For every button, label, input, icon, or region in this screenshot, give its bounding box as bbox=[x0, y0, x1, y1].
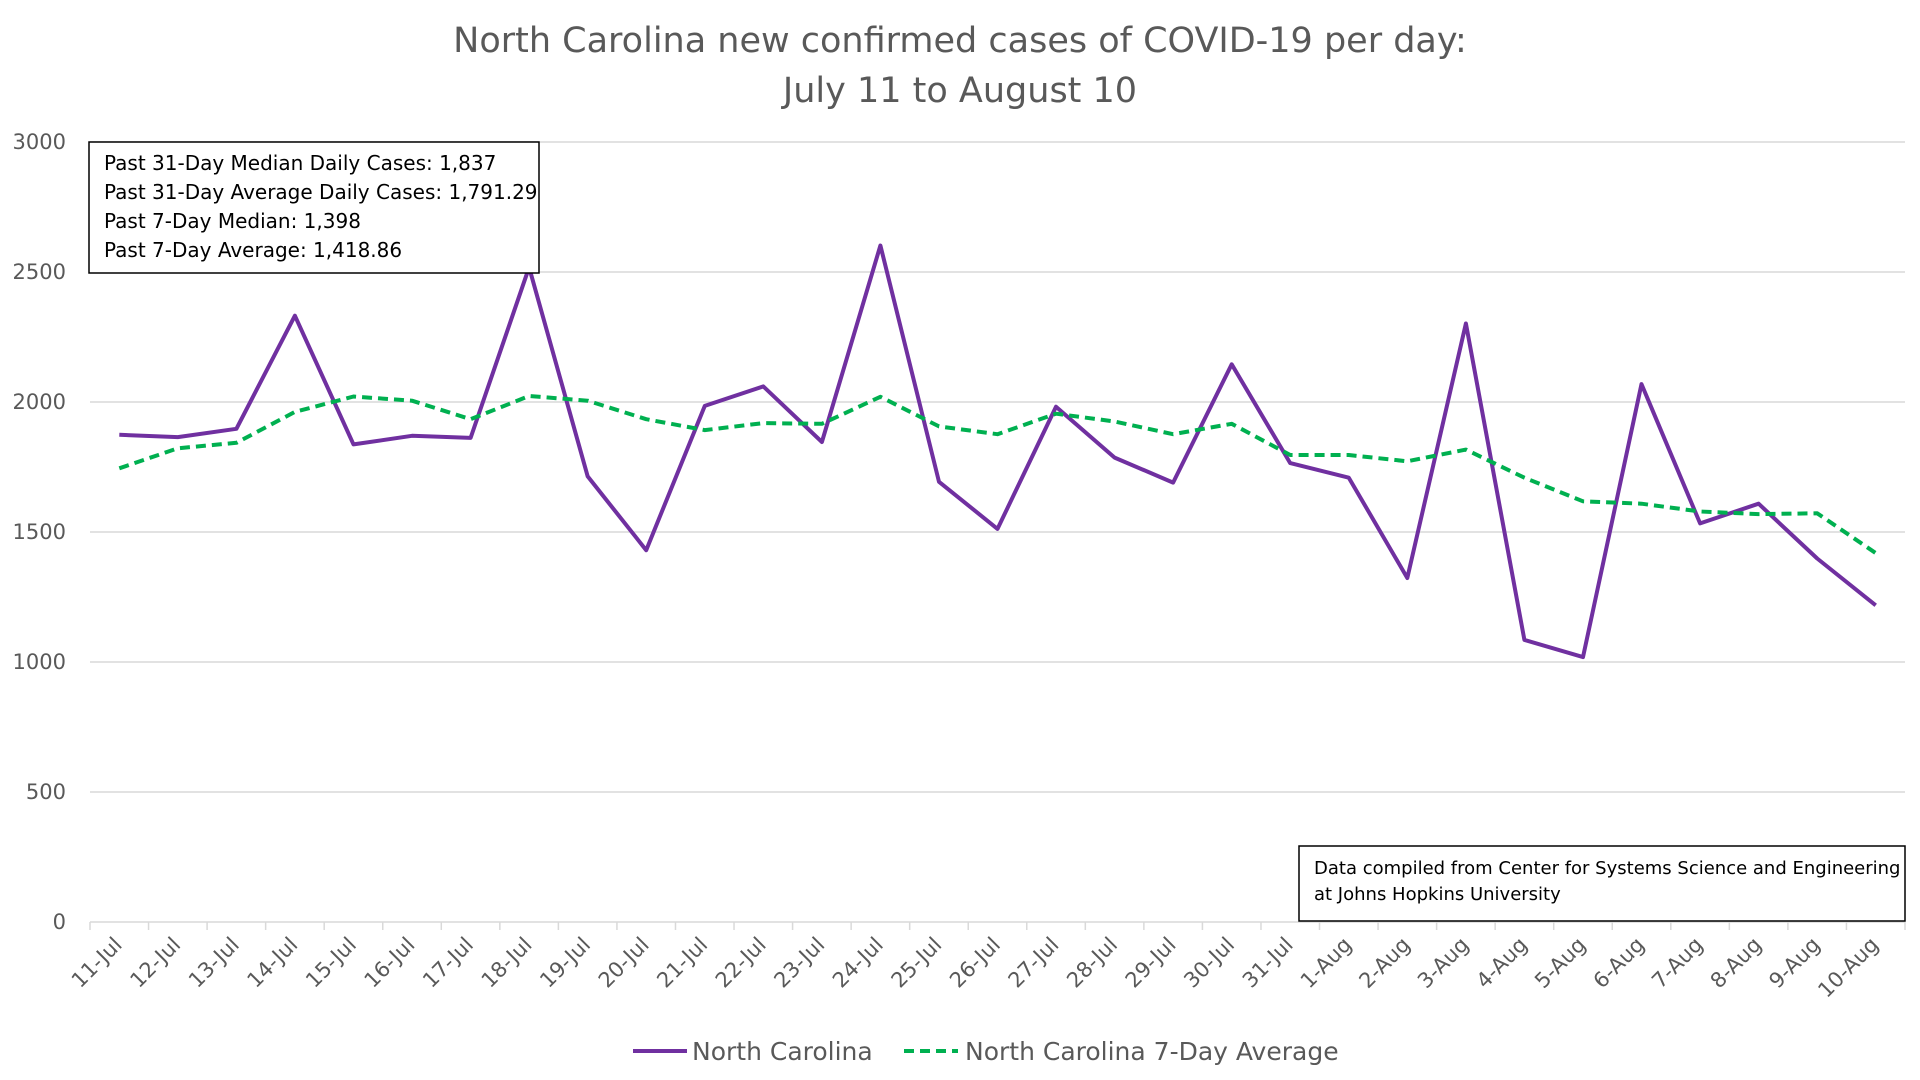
x-tick-label: 29-Jul bbox=[1121, 933, 1181, 993]
source-annotation-box: Data compiled from Center for Systems Sc… bbox=[1298, 845, 1906, 922]
y-tick-label: 1000 bbox=[13, 650, 66, 674]
x-tick-label: 5-Aug bbox=[1530, 933, 1590, 993]
y-tick-label: 0 bbox=[53, 910, 66, 934]
legend: North Carolina North Carolina 7-Day Aver… bbox=[633, 1037, 1339, 1066]
x-tick-label: 16-Jul bbox=[360, 933, 420, 993]
x-tick-label: 28-Jul bbox=[1062, 933, 1122, 993]
x-tick-label: 22-Jul bbox=[711, 933, 771, 993]
y-tick-label: 2000 bbox=[13, 390, 66, 414]
x-tick-label: 13-Jul bbox=[184, 933, 244, 993]
source-box-line-2: at Johns Hopkins University bbox=[1314, 884, 1561, 905]
legend-label-7-day-average: North Carolina 7-Day Average bbox=[965, 1037, 1339, 1066]
stats-box-line-3: Past 7-Day Median: 1,398 bbox=[104, 209, 361, 233]
x-axis-tick-labels: 11-Jul12-Jul13-Jul14-Jul15-Jul16-Jul17-J… bbox=[67, 922, 1906, 1003]
x-tick-label: 8-Aug bbox=[1706, 933, 1766, 993]
x-tick-label: 25-Jul bbox=[887, 933, 947, 993]
series-line-7-day-average bbox=[118, 394, 1877, 555]
x-tick-label: 15-Jul bbox=[301, 933, 361, 993]
y-tick-label: 500 bbox=[26, 780, 66, 804]
x-tick-label: 1-Aug bbox=[1296, 933, 1356, 993]
stats-annotation-box: Past 31-Day Median Daily Cases: 1,837 Pa… bbox=[88, 141, 540, 274]
stats-box-border bbox=[88, 141, 540, 274]
legend-label-north-carolina: North Carolina bbox=[692, 1037, 873, 1066]
x-tick-label: 26-Jul bbox=[945, 933, 1005, 993]
source-box-border bbox=[1298, 845, 1906, 922]
x-tick-label: 27-Jul bbox=[1004, 933, 1064, 993]
series-group bbox=[118, 243, 1877, 660]
x-tick-label: 23-Jul bbox=[769, 933, 829, 993]
series-line-north-carolina bbox=[119, 243, 1877, 660]
x-tick-label: 30-Jul bbox=[1179, 933, 1239, 993]
source-box-line-1: Data compiled from Center for Systems Sc… bbox=[1314, 858, 1901, 879]
x-tick-label: 11-Jul bbox=[67, 933, 127, 993]
chart-subtitle: July 11 to August 10 bbox=[781, 71, 1137, 111]
y-axis-tick-labels: 0 500 1000 1500 2000 2500 3000 bbox=[13, 130, 66, 934]
y-tick-label: 2500 bbox=[13, 260, 66, 284]
stats-box-line-4: Past 7-Day Average: 1,418.86 bbox=[104, 238, 402, 262]
x-tick-label: 19-Jul bbox=[535, 933, 595, 993]
x-tick-label: 14-Jul bbox=[242, 933, 302, 993]
chart-title: North Carolina new confirmed cases of CO… bbox=[453, 21, 1467, 61]
x-tick-label: 17-Jul bbox=[418, 933, 478, 993]
stats-box-line-1: Past 31-Day Median Daily Cases: 1,837 bbox=[104, 151, 496, 175]
x-tick-label: 7-Aug bbox=[1647, 933, 1707, 993]
x-tick-label: 12-Jul bbox=[125, 933, 185, 993]
x-tick-label: 3-Aug bbox=[1413, 933, 1473, 993]
stats-box-line-2: Past 31-Day Average Daily Cases: 1,791.2… bbox=[104, 180, 538, 204]
x-tick-label: 4-Aug bbox=[1472, 933, 1532, 993]
x-tick-label: 6-Aug bbox=[1589, 933, 1649, 993]
y-tick-label: 1500 bbox=[13, 520, 66, 544]
x-tick-label: 18-Jul bbox=[477, 933, 537, 993]
x-tick-label: 20-Jul bbox=[594, 933, 654, 993]
x-tick-label: 21-Jul bbox=[652, 933, 712, 993]
x-tick-label: 31-Jul bbox=[1238, 933, 1298, 993]
x-tick-label: 10-Aug bbox=[1813, 933, 1883, 1003]
x-tick-label: 24-Jul bbox=[828, 933, 888, 993]
y-tick-label: 3000 bbox=[13, 130, 66, 154]
x-tick-label: 2-Aug bbox=[1354, 933, 1414, 993]
